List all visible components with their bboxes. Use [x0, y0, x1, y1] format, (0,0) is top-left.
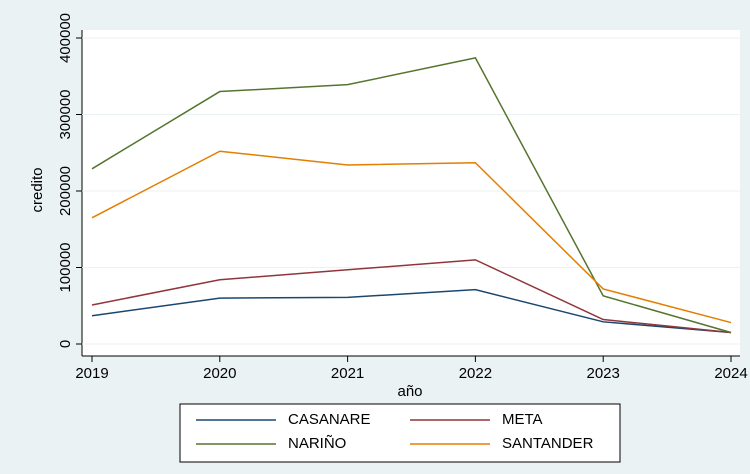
x-axis-title: año [397, 383, 422, 400]
y-tick-label: 100000 [57, 242, 74, 292]
x-tick-label: 2021 [331, 365, 364, 382]
y-tick-label: 300000 [57, 89, 74, 139]
legend-label: SANTANDER [502, 435, 594, 452]
legend-label: NARIÑO [288, 435, 346, 452]
x-tick-label: 2023 [587, 365, 620, 382]
series-line [91, 150, 732, 324]
y-axis-title: credito [29, 167, 46, 212]
y-tick-label: 400000 [57, 13, 74, 63]
series-line [91, 288, 732, 334]
x-tick-label: 2024 [714, 365, 747, 382]
legend-label: META [502, 411, 543, 428]
y-tick-label: 0 [57, 340, 74, 348]
y-tick-label: 200000 [57, 166, 74, 216]
x-tick-label: 2020 [203, 365, 236, 382]
legend [179, 403, 621, 463]
series-line [91, 259, 732, 334]
x-tick-label: 2019 [75, 365, 108, 382]
legend-label: CASANARE [288, 411, 371, 428]
series-line [91, 57, 732, 334]
x-tick-label: 2022 [459, 365, 492, 382]
